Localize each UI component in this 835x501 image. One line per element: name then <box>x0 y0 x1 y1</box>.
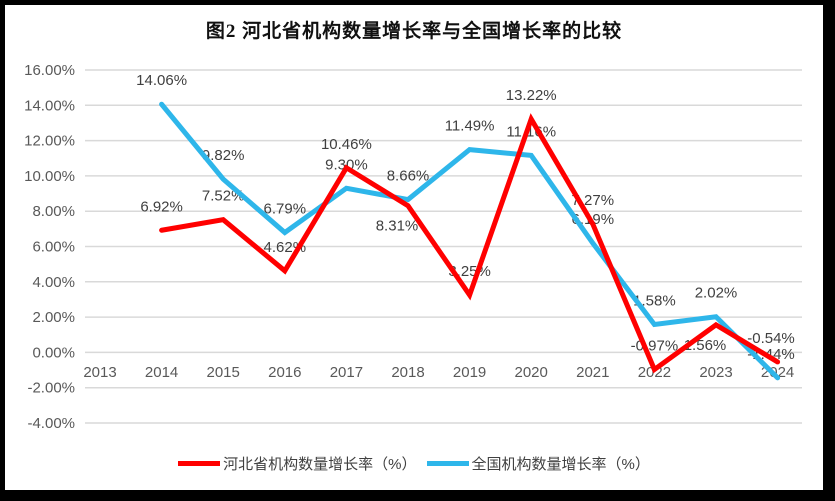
x-axis-label: 2021 <box>576 364 609 381</box>
x-axis-label: 2020 <box>515 364 548 381</box>
data-label-hebei: -0.54% <box>747 330 795 347</box>
data-label-hebei: 8.31% <box>376 218 419 235</box>
y-axis-tick-label: 2.00% <box>32 309 75 326</box>
x-axis-label: 2015 <box>207 364 240 381</box>
legend: 河北省机构数量增长率（%） 全国机构数量增长率（%） <box>5 453 823 474</box>
data-label-hebei: 6.92% <box>140 198 183 215</box>
data-label-national: 8.66% <box>387 168 430 185</box>
x-axis-label: 2023 <box>699 364 732 381</box>
x-axis-label: 2016 <box>268 364 301 381</box>
data-label-national: 11.49% <box>445 118 495 135</box>
data-label-hebei: 7.52% <box>202 188 245 205</box>
series-line-national <box>159 101 781 381</box>
x-axis-label: 2017 <box>330 364 363 381</box>
legend-label-hebei: 河北省机构数量增长率（%） <box>223 456 417 473</box>
y-axis-tick-label: 12.00% <box>24 133 75 150</box>
y-axis-tick-label: 6.00% <box>32 239 75 256</box>
series-line-hebei <box>159 113 781 374</box>
x-axis-label: 2013 <box>83 364 116 381</box>
y-axis-tick-label: 14.00% <box>24 97 75 114</box>
x-axis-label: 2014 <box>145 364 178 381</box>
legend-label-national: 全国机构数量增长率（%） <box>471 456 650 473</box>
data-label-hebei: 13.22% <box>506 87 557 104</box>
data-label-national: 14.06% <box>136 72 187 89</box>
red-line-swatch-icon <box>178 461 221 466</box>
y-axis-tick-label: 4.00% <box>32 274 75 291</box>
y-axis-tick-label: -4.00% <box>27 415 75 432</box>
data-label-national: 9.82% <box>202 147 245 164</box>
legend-item-hebei: 河北省机构数量增长率（%） <box>178 453 417 474</box>
legend-item-national: 全国机构数量增长率（%） <box>426 453 650 474</box>
data-label-national: 1.58% <box>633 293 676 310</box>
data-label-hebei: -0.97% <box>631 338 679 355</box>
chart-title: 图2 河北省机构数量增长率与全国增长率的比较 <box>205 21 623 42</box>
data-label-hebei: 10.46% <box>321 136 372 153</box>
blue-line-swatch-icon <box>426 461 469 466</box>
y-axis-tick-label: -2.00% <box>27 380 75 397</box>
y-axis-tick-label: 10.00% <box>24 168 75 185</box>
x-axis-label: 2018 <box>391 364 424 381</box>
data-label-national: 9.30% <box>325 156 368 173</box>
y-axis-tick-label: 0.00% <box>32 344 75 361</box>
chart-canvas: 16.00% 14.00% 12.00% 10.00% 8.00% 6.00% 4.00% 2… <box>24 62 802 432</box>
data-label-national: 6.79% <box>264 201 307 218</box>
y-axis-tick-label: 8.00% <box>32 203 75 220</box>
y-axis-tick-label: 16.00% <box>24 62 75 79</box>
x-axis-label: 2019 <box>453 364 486 381</box>
data-label-national: 2.02% <box>695 285 738 302</box>
